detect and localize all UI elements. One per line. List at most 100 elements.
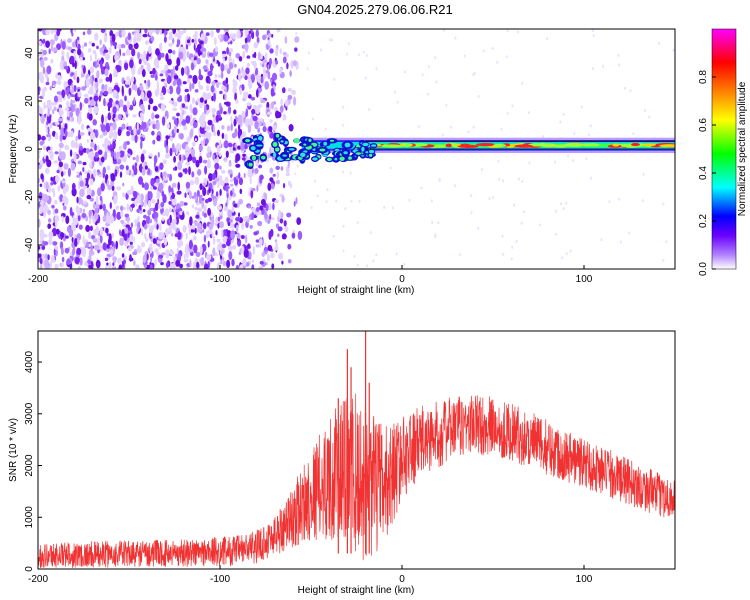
noise-speckle: [109, 202, 113, 209]
noise-speckle: [79, 101, 83, 111]
noise-speckle: [88, 86, 94, 95]
noise-speckle: [106, 165, 111, 171]
noise-speckle: [119, 150, 125, 158]
noise-speckle: [94, 77, 98, 83]
noise-speckle: [139, 210, 143, 214]
noise-speckle: [238, 177, 243, 186]
noise-speckle: [135, 264, 140, 269]
faint-speckle: [472, 125, 475, 129]
noise-speckle: [121, 29, 126, 38]
scint-blob-core: [261, 155, 266, 160]
noise-speckle: [270, 87, 275, 97]
noise-speckle: [191, 82, 195, 90]
noise-speckle: [54, 264, 59, 268]
noise-speckle: [221, 243, 227, 249]
noise-speckle: [222, 50, 227, 55]
noise-speckle: [258, 164, 263, 169]
noise-speckle: [110, 173, 116, 182]
noise-speckle: [251, 259, 254, 264]
noise-speckle: [49, 151, 54, 161]
faint-speckle: [589, 124, 592, 128]
noise-speckle: [148, 153, 153, 157]
noise-speckle: [109, 249, 114, 255]
noise-speckle: [92, 61, 96, 67]
noise-speckle: [67, 225, 71, 233]
noise-speckle: [116, 65, 122, 73]
noise-speckle: [141, 182, 145, 188]
noise-speckle: [76, 60, 79, 67]
noise-speckle: [100, 156, 105, 163]
noise-speckle: [275, 165, 281, 170]
noise-speckle: [88, 104, 91, 108]
faint-speckle: [506, 29, 509, 33]
noise-speckle: [65, 184, 69, 192]
faint-speckle: [426, 92, 429, 96]
noise-speckle: [275, 241, 278, 248]
noise-speckle: [110, 35, 113, 41]
noise-speckle: [192, 235, 197, 241]
noise-speckle: [207, 119, 213, 126]
noise-speckle: [160, 103, 166, 112]
noise-speckle: [38, 218, 41, 228]
noise-speckle: [163, 237, 168, 246]
noise-speckle: [186, 39, 191, 44]
noise-speckle: [201, 134, 206, 138]
noise-speckle: [121, 260, 124, 268]
noise-speckle: [103, 49, 109, 53]
noise-speckle: [86, 194, 92, 200]
noise-speckle: [131, 197, 136, 202]
noise-speckle: [281, 195, 285, 203]
noise-speckle: [264, 210, 268, 220]
noise-speckle: [223, 111, 227, 115]
noise-speckle: [56, 43, 62, 50]
noise-speckle: [287, 94, 293, 100]
noise-speckle: [127, 226, 132, 231]
faint-speckle: [587, 133, 590, 137]
noise-speckle: [185, 181, 191, 189]
faint-speckle: [618, 63, 621, 67]
noise-speckle: [107, 112, 112, 121]
noise-speckle: [196, 189, 200, 197]
faint-speckle: [580, 105, 583, 109]
noise-speckle: [71, 222, 75, 230]
noise-speckle: [99, 134, 104, 139]
noise-speckle: [176, 43, 180, 48]
noise-speckle: [268, 230, 272, 240]
noise-speckle: [67, 46, 73, 51]
noise-speckle: [251, 108, 256, 115]
noise-speckle: [259, 238, 263, 246]
noise-speckle: [183, 253, 186, 260]
noise-speckle: [218, 242, 224, 252]
noise-speckle: [199, 114, 204, 124]
noise-speckle: [269, 119, 273, 123]
noise-speckle: [150, 36, 155, 42]
noise-speckle: [38, 134, 42, 141]
noise-speckle: [92, 168, 97, 178]
noise-speckle: [207, 51, 211, 59]
noise-speckle: [49, 260, 52, 269]
noise-speckle: [189, 216, 193, 226]
noise-speckle: [144, 233, 147, 240]
noise-speckle: [73, 50, 76, 55]
scint-blob-core: [258, 136, 263, 141]
noise-speckle: [177, 231, 182, 240]
noise-speckle: [171, 143, 175, 152]
noise-speckle: [277, 226, 283, 232]
noise-speckle: [238, 198, 244, 205]
noise-speckle: [202, 222, 207, 230]
noise-speckle: [39, 75, 45, 84]
noise-speckle: [116, 186, 122, 191]
faint-speckle: [641, 199, 644, 203]
noise-speckle: [227, 209, 232, 219]
noise-speckle: [210, 30, 214, 38]
noise-speckle: [112, 113, 116, 119]
noise-speckle: [153, 182, 159, 187]
noise-speckle: [214, 37, 217, 46]
noise-speckle: [230, 190, 233, 197]
noise-speckle: [152, 105, 158, 112]
faint-speckle: [342, 105, 345, 109]
noise-speckle: [102, 203, 106, 212]
noise-speckle: [225, 238, 231, 247]
noise-speckle: [163, 36, 167, 43]
noise-speckle: [165, 116, 168, 120]
